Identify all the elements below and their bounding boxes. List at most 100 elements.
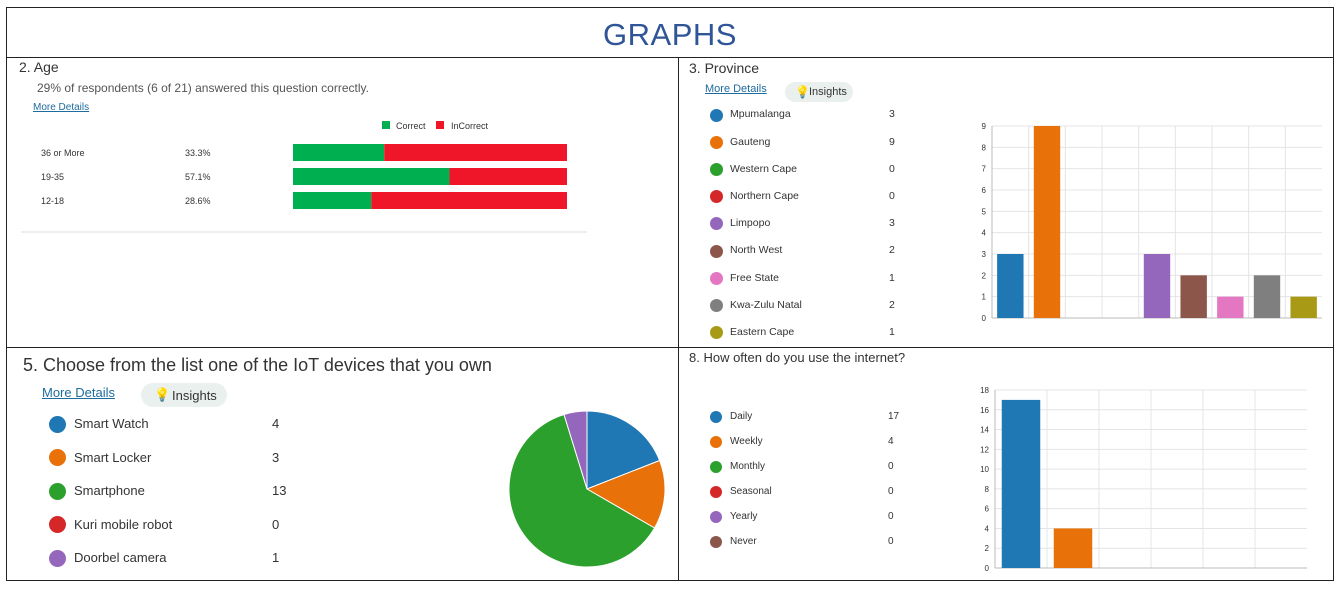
- internet-chart: 0 2 4 6 8 10 12 14 16 18: [980, 386, 1307, 573]
- page-title: GRAPHS: [603, 17, 737, 52]
- legend-swatch-incorrect: [436, 121, 444, 129]
- bar-gauteng: [1033, 126, 1061, 318]
- legend-dot: [710, 244, 723, 258]
- legend-label: Doorbel camera: [74, 550, 167, 566]
- legend-label: Never: [730, 535, 757, 547]
- legend-value: 1: [889, 271, 895, 284]
- bar-north-west: [1180, 275, 1207, 318]
- legend-value: 0: [888, 460, 894, 472]
- row-divider: [7, 347, 1333, 348]
- legend-label: Smart Locker: [74, 449, 152, 465]
- y-tick-label: 6: [982, 186, 987, 195]
- legend-dot: [710, 298, 723, 312]
- y-tick-label: 3: [982, 250, 987, 259]
- age-bar-incorrect: [384, 144, 567, 161]
- legend-value: 0: [888, 510, 894, 522]
- age-question: 2. Age: [19, 59, 59, 75]
- age-percent-label: 57.1%: [185, 172, 211, 182]
- age-percent-label: 28.6%: [185, 196, 211, 206]
- y-tick-label: 1: [982, 293, 987, 302]
- legend-value: 4: [888, 435, 894, 447]
- pie-slice-smartphone: [508, 413, 656, 568]
- legend-label-incorrect: InCorrect: [451, 121, 489, 131]
- age-percent-label: 33.3%: [185, 148, 211, 158]
- pie-slice-doorbel-camera: [563, 410, 588, 490]
- y-tick-label: 0: [985, 564, 990, 573]
- legend-value: 13: [272, 483, 287, 499]
- age-category-label: 36 or More: [41, 148, 85, 158]
- legend-label: Western Cape: [730, 162, 797, 175]
- province-insights-button[interactable]: 💡 Insights: [785, 82, 853, 102]
- age-more-details-link[interactable]: More Details: [33, 102, 90, 113]
- legend-dot: [710, 326, 723, 340]
- bar-limpopo: [1143, 254, 1171, 318]
- legend-value: 2: [889, 244, 895, 257]
- iot-insights-button[interactable]: 💡 Insights: [141, 383, 227, 407]
- legend-label: North West: [730, 244, 783, 257]
- legend-label: Eastern Cape: [730, 326, 795, 339]
- y-tick-label: 14: [980, 426, 989, 435]
- legend-value: 0: [272, 516, 280, 532]
- age-chart: Correct InCorrect 36 or More 33.3% 19-35 57.1…: [21, 121, 587, 233]
- age-bar-incorrect: [371, 192, 567, 209]
- y-tick-label: 2: [982, 271, 987, 280]
- legend-dot: [49, 549, 66, 567]
- y-tick-label: 10: [980, 465, 989, 474]
- legend-value: 3: [889, 217, 895, 230]
- legend-dot: [710, 411, 722, 423]
- y-tick-label: 16: [980, 406, 989, 415]
- age-bar-correct: [293, 144, 385, 161]
- pie-slice-smart-watch: [586, 410, 661, 490]
- legend-value: 3: [272, 449, 280, 465]
- legend-label: Smartphone: [74, 483, 145, 499]
- legend-dot: [49, 482, 66, 500]
- legend-label: Smart Watch: [74, 415, 149, 431]
- legend-swatch-correct: [382, 121, 390, 129]
- bar-kwa-zulu-natal: [1253, 275, 1281, 318]
- y-tick-label: 6: [985, 505, 990, 514]
- y-tick-label: 0: [982, 314, 987, 323]
- legend-value: 2: [889, 298, 895, 311]
- legend-value: 1: [889, 326, 895, 339]
- legend-value: 9: [889, 135, 895, 148]
- legend-label: Gauteng: [730, 135, 771, 148]
- legend-value: 0: [888, 535, 894, 547]
- legend-label: Kuri mobile robot: [74, 516, 173, 532]
- age-category-label: 19-35: [41, 172, 64, 182]
- legend-value: 4: [272, 415, 280, 431]
- legend-label: Mpumalanga: [730, 108, 791, 121]
- bar-eastern-cape: [1290, 296, 1317, 318]
- age-category-label: 12-18: [41, 196, 64, 206]
- legend-dot: [710, 486, 722, 498]
- title-row: GRAPHS: [7, 8, 1333, 58]
- legend-dot: [49, 516, 66, 534]
- y-tick-label: 4: [985, 524, 990, 533]
- legend-label: Yearly: [730, 510, 758, 522]
- legend-label: Northern Cape: [730, 190, 799, 203]
- province-more-details-link[interactable]: More Details: [705, 83, 767, 95]
- province-insights-label: Insights: [809, 86, 847, 98]
- legend-dot: [710, 436, 722, 448]
- legend-dot: [710, 536, 722, 548]
- iot-insights-label: Insights: [172, 388, 217, 403]
- legend-dot: [49, 449, 66, 467]
- province-chart: 0 1 2 3 4 5 6 7 8 9: [982, 122, 1322, 323]
- legend-dot: [49, 415, 66, 433]
- age-bar-correct: [293, 192, 372, 209]
- legend-value: 0: [888, 485, 894, 497]
- lightbulb-icon: 💡: [154, 387, 171, 402]
- legend-dot: [710, 511, 722, 523]
- y-tick-label: 8: [982, 143, 987, 152]
- legend-value: 17: [888, 410, 900, 422]
- lightbulb-icon: 💡: [795, 85, 810, 99]
- legend-dot: [710, 190, 723, 204]
- iot-more-details-link[interactable]: More Details: [42, 385, 115, 400]
- legend-dot: [710, 461, 722, 473]
- legend-dot: [710, 135, 723, 149]
- y-tick-label: 4: [982, 229, 987, 238]
- iot-question: 5. Choose from the list one of the IoT d…: [23, 355, 492, 375]
- legend-label: Limpopo: [730, 217, 771, 230]
- age-bar-incorrect: [449, 168, 567, 185]
- age-legend: Correct InCorrect: [382, 121, 489, 131]
- age-summary: 29% of respondents (6 of 21) answered th…: [37, 81, 369, 95]
